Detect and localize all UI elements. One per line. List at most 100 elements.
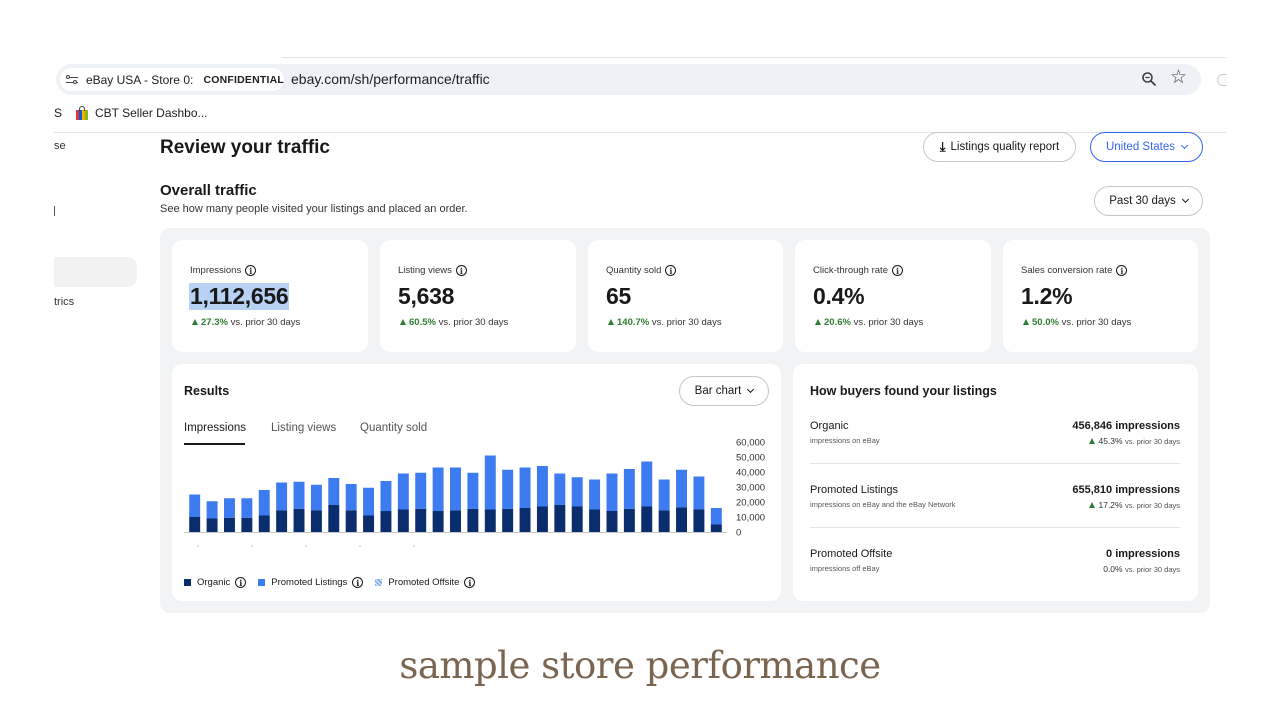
bar-promoted-listings[interactable] [641,461,653,507]
bar-organic[interactable] [554,505,566,532]
y-tick-label: 50,000 [736,453,765,464]
bar-promoted-listings[interactable] [484,455,496,510]
bar-organic[interactable] [328,505,340,532]
period-select[interactable]: Past 30 days [1094,186,1203,216]
bar-organic[interactable] [658,510,670,532]
bar-organic[interactable] [258,515,270,533]
info-icon[interactable]: i [464,577,476,588]
bar-organic[interactable] [223,517,235,532]
bar-promoted-listings[interactable] [415,472,427,509]
metric-change: 20.6% vs. prior 30 days [815,317,923,328]
legend-item-promoted-listings[interactable]: Promoted Listings i [258,577,364,588]
bar-promoted-listings[interactable] [310,484,322,511]
bar-promoted-listings[interactable] [589,479,601,510]
metric-card-sales-conversion-rate[interactable]: Sales conversion rate i 1.2% 50.0% vs. pr… [1003,240,1198,352]
bar-organic[interactable] [432,511,444,532]
bar-organic[interactable] [536,506,548,533]
info-icon[interactable]: i [455,265,467,276]
tab-quantity-sold[interactable]: Quantity sold [360,422,428,434]
bar-organic[interactable] [241,517,253,532]
info-icon[interactable]: i [245,265,257,276]
chart-type-select[interactable]: Bar chart [679,376,769,406]
bar-promoted-listings[interactable] [363,487,375,516]
metric-card-quantity-sold[interactable]: Quantity sold i 65 140.7% vs. prior 30 da… [588,240,783,352]
bar-organic[interactable] [484,509,496,533]
tab-listing-views[interactable]: Listing views [271,422,337,434]
bar-organic[interactable] [310,510,322,532]
bar-organic[interactable] [276,510,288,532]
bar-promoted-listings[interactable] [658,479,670,511]
chart-legend: Organic i Promoted Listings i Promoted O… [184,577,487,588]
bar-organic[interactable] [450,510,461,532]
bar-organic[interactable] [397,509,409,533]
bar-organic[interactable] [693,509,705,533]
bar-promoted-listings[interactable] [536,466,548,507]
bar-promoted-listings[interactable] [258,490,270,516]
bar-promoted-listings[interactable] [623,469,635,509]
listings-quality-report-button[interactable]: ⤓ Listings quality report [923,132,1076,162]
bar-organic[interactable] [206,518,218,533]
legend-item-organic[interactable]: Organic i [184,577,247,588]
bookmark-stub[interactable]: S [54,106,63,120]
legend-item-promoted-offsite[interactable]: Promoted Offsite i [375,577,476,588]
bookmark-cbt-seller[interactable]: CBT Seller Dashbo... [95,106,208,120]
bar-promoted-listings[interactable] [293,481,305,509]
tune-icon[interactable] [66,74,80,86]
bar-promoted-listings[interactable] [206,501,218,519]
zoom-icon[interactable] [1141,71,1157,87]
info-icon[interactable]: i [1116,265,1128,276]
metric-card-impressions[interactable]: Impressions i 1,112,656 27.3% vs. prior 3… [172,240,368,352]
url-text[interactable]: ebay.com/sh/performance/traffic [291,71,490,87]
extension-icon[interactable] [1217,74,1227,86]
bar-promoted-listings[interactable] [502,469,514,509]
bar-organic[interactable] [676,507,688,532]
bar-promoted-listings[interactable] [676,469,688,508]
bar-organic[interactable] [380,511,392,532]
bar-promoted-listings[interactable] [571,477,583,507]
bar-organic[interactable] [641,506,653,533]
metric-card-listing-views[interactable]: Listing views i 5,638 60.5% vs. prior 30 … [380,240,576,352]
sidebar-item-metrics[interactable]: trics [54,296,75,308]
bar-promoted-listings[interactable] [189,494,201,518]
bar-promoted-listings[interactable] [345,484,357,511]
bar-organic[interactable] [519,508,531,532]
bar-organic[interactable] [293,508,305,532]
sidebar-item-partial[interactable]: se [54,140,66,152]
bar-organic[interactable] [623,508,635,532]
bar-organic[interactable] [502,508,514,532]
bar-organic[interactable] [589,509,601,533]
bar-promoted-listings[interactable] [519,467,531,509]
bar-promoted-listings[interactable] [328,478,340,505]
bar-promoted-listings[interactable] [554,473,566,506]
bar-promoted-listings[interactable] [710,508,722,525]
tab-impressions[interactable]: Impressions [184,422,246,434]
metric-card-click-through-rate[interactable]: Click-through rate i 0.4% 20.6% vs. prior… [795,240,991,352]
bar-promoted-listings[interactable] [223,498,235,518]
bar-promoted-listings[interactable] [241,498,253,518]
bar-promoted-listings[interactable] [606,473,618,512]
bar-organic[interactable] [467,508,479,532]
info-icon[interactable]: i [665,265,677,276]
bar-organic[interactable] [363,515,375,533]
site-info-chip[interactable]: eBay USA - Store 0: 1 CONFIDENTIAL [60,68,284,91]
bar-organic[interactable] [189,517,201,532]
bar-organic[interactable] [710,524,722,533]
info-icon[interactable]: i [235,577,247,588]
bar-promoted-listings[interactable] [276,482,288,511]
country-select[interactable]: United States [1090,132,1203,162]
bar-promoted-listings[interactable] [432,467,444,512]
bar-promoted-listings[interactable] [380,481,392,511]
bar-promoted-listings[interactable] [450,467,461,511]
bar-organic[interactable] [571,506,583,533]
metric-change-suffix: vs. prior 30 days [651,317,722,328]
info-icon[interactable]: i [352,577,364,588]
sidebar-item-active[interactable] [54,257,137,287]
bar-organic[interactable] [415,508,427,532]
bar-organic[interactable] [345,510,357,532]
bar-promoted-listings[interactable] [397,473,409,510]
bar-promoted-listings[interactable] [693,476,705,510]
bar-organic[interactable] [606,511,618,532]
info-icon[interactable]: i [891,265,903,276]
bookmark-star-icon[interactable]: ☆ [1170,67,1188,88]
bar-promoted-listings[interactable] [467,472,479,509]
